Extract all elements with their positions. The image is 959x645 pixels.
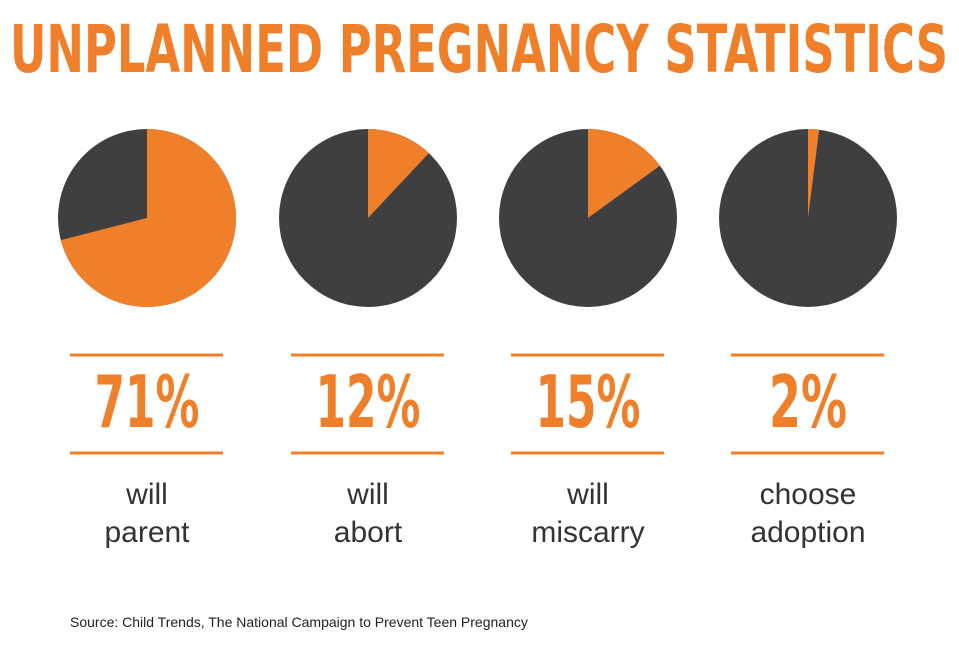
caption: will parent <box>37 476 257 552</box>
pie-chart-4 <box>719 129 897 307</box>
source-note: Source: Child Trends, The National Campa… <box>70 614 528 630</box>
divider-bottom <box>291 451 444 455</box>
percent-label: 12% <box>316 360 421 444</box>
pie-slice-highlight <box>808 129 820 218</box>
caption-line: choose <box>759 478 857 511</box>
caption-line: will <box>567 478 609 511</box>
caption: choose adoption <box>698 476 918 552</box>
divider-top <box>70 353 223 357</box>
caption-line: will <box>126 478 168 511</box>
percent-label: 2% <box>769 360 847 444</box>
title: UNPLANNED PREGNANCY STATISTICS <box>10 11 948 88</box>
caption-line: adoption <box>750 516 866 549</box>
divider-top <box>511 353 664 357</box>
divider-bottom <box>70 451 223 455</box>
pie-slice-highlight <box>368 129 429 218</box>
caption-line: parent <box>104 516 190 549</box>
caption-line: miscarry <box>531 516 645 549</box>
divider-bottom <box>511 451 664 455</box>
divider-bottom <box>731 451 884 455</box>
caption-line: will <box>347 478 389 511</box>
pie-chart-1 <box>58 129 236 308</box>
percent-label: 71% <box>95 360 200 444</box>
pie-chart-2 <box>279 129 457 307</box>
divider-top <box>731 353 884 357</box>
percent-label: 15% <box>536 360 641 444</box>
caption: will miscarry <box>478 476 698 552</box>
pie-slice-highlight <box>588 129 661 218</box>
caption: will abort <box>258 476 478 552</box>
caption-line: abort <box>333 516 403 549</box>
pie-slice-highlight <box>60 129 236 308</box>
pie-chart-3 <box>499 129 677 307</box>
divider-top <box>291 353 444 357</box>
